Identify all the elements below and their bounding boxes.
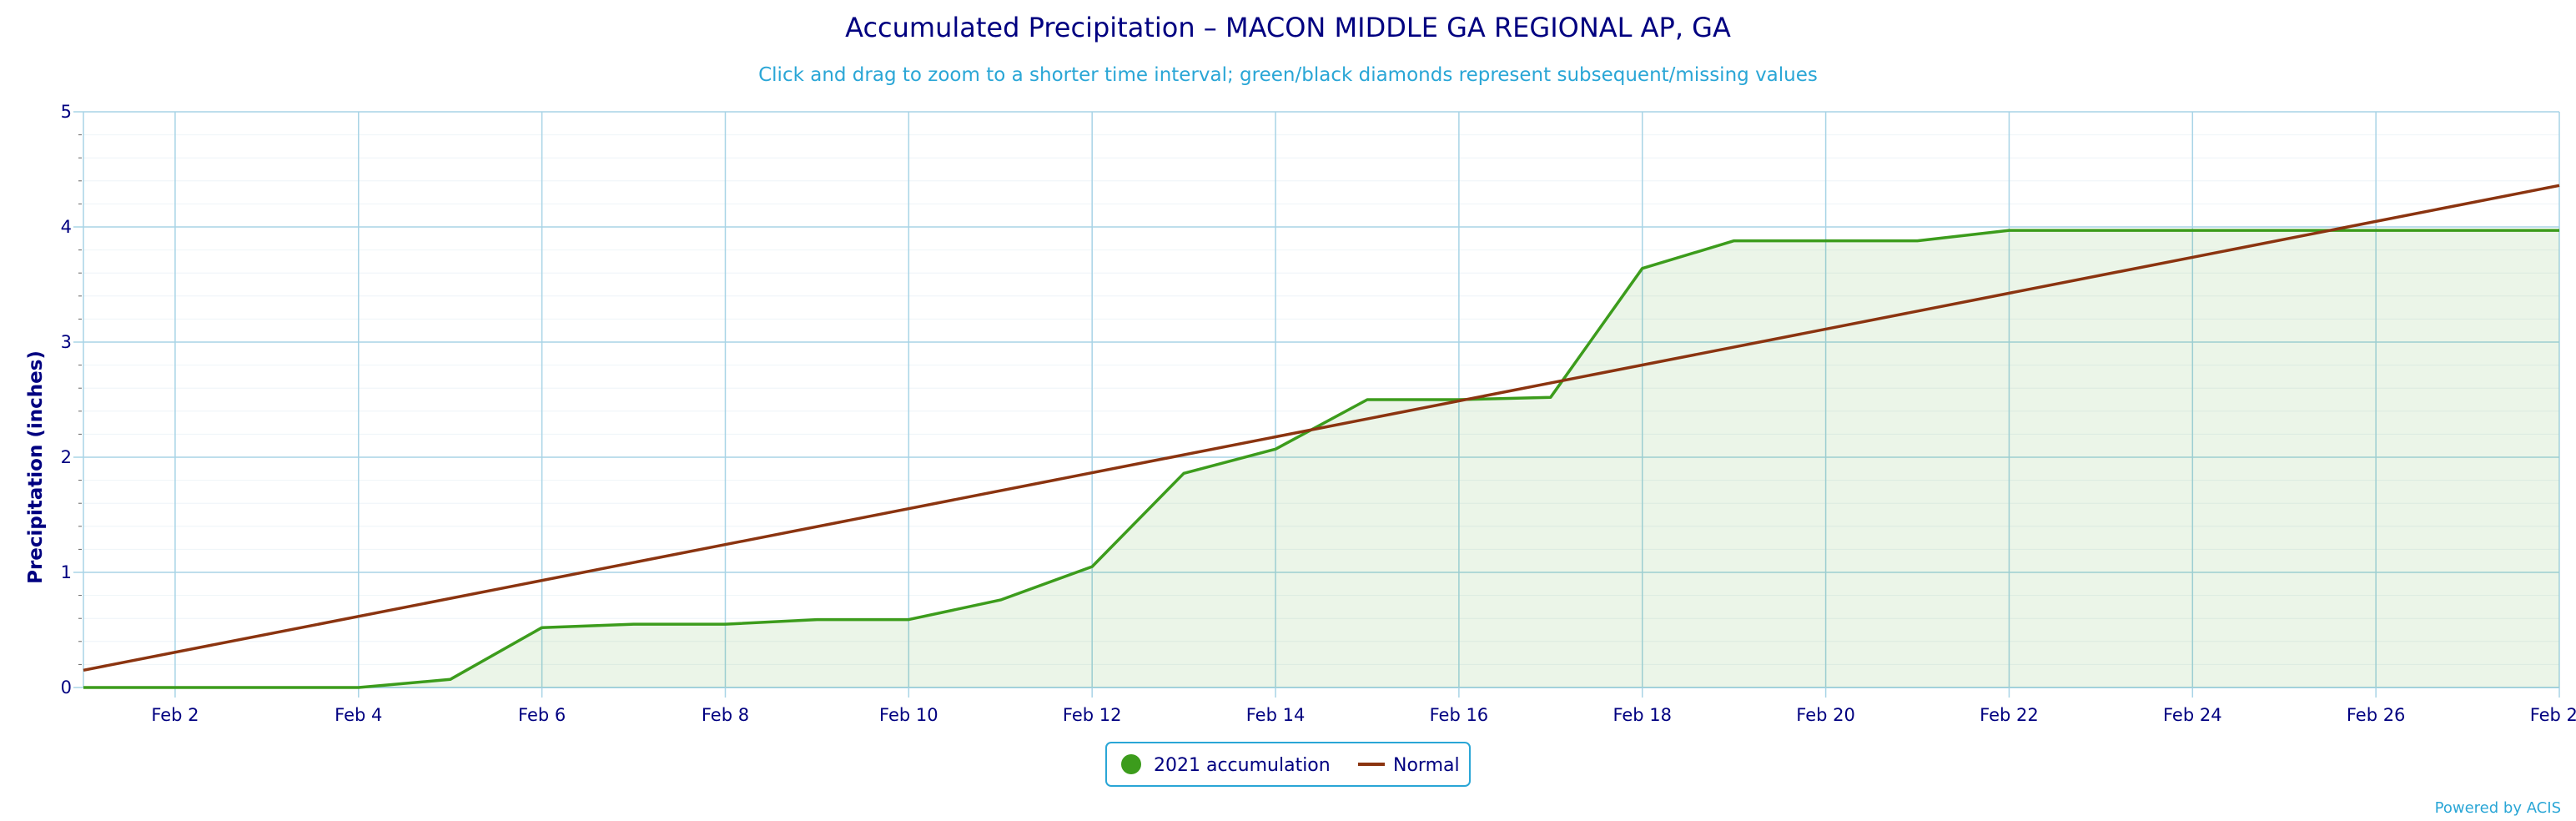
- y-axis-label: Precipitation (inches): [25, 350, 47, 584]
- legend-accumulation-label: 2021 accumulation: [1154, 755, 1331, 776]
- chart-title: Accumulated Precipitation – MACON MIDDLE…: [845, 12, 1731, 43]
- legend-box: [1105, 742, 1471, 787]
- y-tick-label: 5: [61, 102, 72, 122]
- x-tick-label: Feb 12: [1063, 705, 1122, 725]
- y-tick-label: 0: [61, 677, 72, 698]
- x-tick-label: Feb 6: [518, 705, 566, 725]
- y-tick-label: 4: [61, 217, 72, 237]
- x-tick-label: Feb 10: [879, 705, 938, 725]
- x-tick-label: Feb 24: [2163, 705, 2222, 725]
- x-tick-label: Feb 14: [1246, 705, 1306, 725]
- grid-lines: [73, 111, 2560, 698]
- legend-accumulation-symbol: [1121, 754, 1141, 774]
- normal-line[interactable]: [83, 184, 2560, 672]
- y-tick-label: 1: [61, 562, 72, 582]
- series-layer: [83, 184, 2560, 689]
- x-tick-label: Feb 16: [1430, 705, 1489, 725]
- y-tick-label: 2: [61, 447, 72, 467]
- x-tick-label: Feb 2: [151, 705, 199, 725]
- x-tick-label: Feb 8: [702, 705, 749, 725]
- y-axis-ticks: 0 1 2 3 4 5: [61, 102, 72, 698]
- accumulation-line[interactable]: [83, 229, 2559, 689]
- y-tick-label: 3: [61, 332, 72, 352]
- x-tick-label: Feb 26: [2347, 705, 2406, 725]
- legend-normal-label: Normal: [1393, 755, 1460, 776]
- chart-subtitle: Click and drag to zoom to a shorter time…: [758, 64, 1818, 86]
- x-tick-label: Feb 18: [1613, 705, 1672, 725]
- credit-link[interactable]: Powered by ACIS: [2435, 799, 2561, 817]
- x-axis-ticks: Feb 2 Feb 4 Feb 6 Feb 8 Feb 10 Feb 12 Feb 14 Fe…: [151, 705, 2576, 725]
- x-tick-label: Feb 4: [335, 705, 382, 725]
- accumulation-area: [83, 230, 2559, 688]
- legend[interactable]: 2021 accumulation Normal: [1105, 742, 1471, 787]
- x-tick-label: Feb 20: [1796, 705, 1855, 725]
- x-tick-label: Feb 22: [1980, 705, 2039, 725]
- legend-item-normal[interactable]: Normal: [1358, 755, 1460, 776]
- x-tick-label: Feb 28: [2530, 705, 2576, 725]
- legend-item-accumulation[interactable]: 2021 accumulation: [1121, 754, 1331, 776]
